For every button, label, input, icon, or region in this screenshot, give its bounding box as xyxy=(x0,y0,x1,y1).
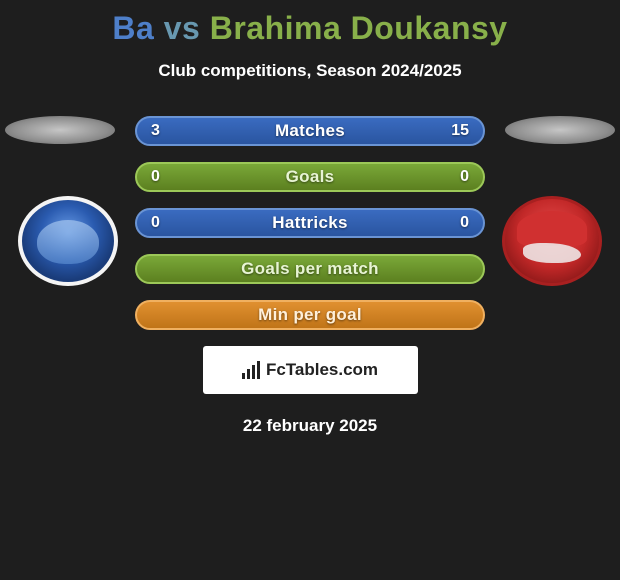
branding-box: FcTables.com xyxy=(203,346,418,394)
stats-column: 3 Matches 15 0 Goals 0 0 Hattricks 0 Goa… xyxy=(135,116,485,330)
branding-text: FcTables.com xyxy=(266,360,378,380)
club-logo-left-detail xyxy=(37,220,99,264)
stat-row-goals-per-match: Goals per match xyxy=(135,254,485,284)
stat-row-min-per-goal: Min per goal xyxy=(135,300,485,330)
stat-right-value: 0 xyxy=(460,168,469,186)
stat-left-value: 3 xyxy=(151,122,160,140)
stat-label: Matches xyxy=(137,121,483,141)
club-logo-right-croc xyxy=(523,243,581,263)
stat-row-goals: 0 Goals 0 xyxy=(135,162,485,192)
stat-label: Goals xyxy=(137,167,483,187)
bar-chart-icon xyxy=(242,361,260,379)
subtitle: Club competitions, Season 2024/2025 xyxy=(0,61,620,81)
stat-left-value: 0 xyxy=(151,168,160,186)
main-area: 3 Matches 15 0 Goals 0 0 Hattricks 0 Goa… xyxy=(0,116,620,436)
stat-row-matches: 3 Matches 15 xyxy=(135,116,485,146)
stat-left-value: 0 xyxy=(151,214,160,232)
title-vs: vs xyxy=(164,10,210,46)
player-shadow-right xyxy=(505,116,615,144)
club-logo-right xyxy=(502,196,602,286)
club-logo-right-top xyxy=(517,211,587,246)
title-player-right: Brahima Doukansy xyxy=(210,10,508,46)
stat-right-value: 0 xyxy=(460,214,469,232)
date-text: 22 february 2025 xyxy=(0,416,620,436)
title-player-left: Ba xyxy=(112,10,154,46)
page-title: Ba vs Brahima Doukansy xyxy=(0,0,620,47)
stat-label: Min per goal xyxy=(137,305,483,325)
stat-label: Hattricks xyxy=(137,213,483,233)
stat-right-value: 15 xyxy=(451,122,469,140)
club-logo-left xyxy=(18,196,118,286)
stat-label: Goals per match xyxy=(137,259,483,279)
comparison-infographic: Ba vs Brahima Doukansy Club competitions… xyxy=(0,0,620,436)
stat-row-hattricks: 0 Hattricks 0 xyxy=(135,208,485,238)
player-shadow-left xyxy=(5,116,115,144)
